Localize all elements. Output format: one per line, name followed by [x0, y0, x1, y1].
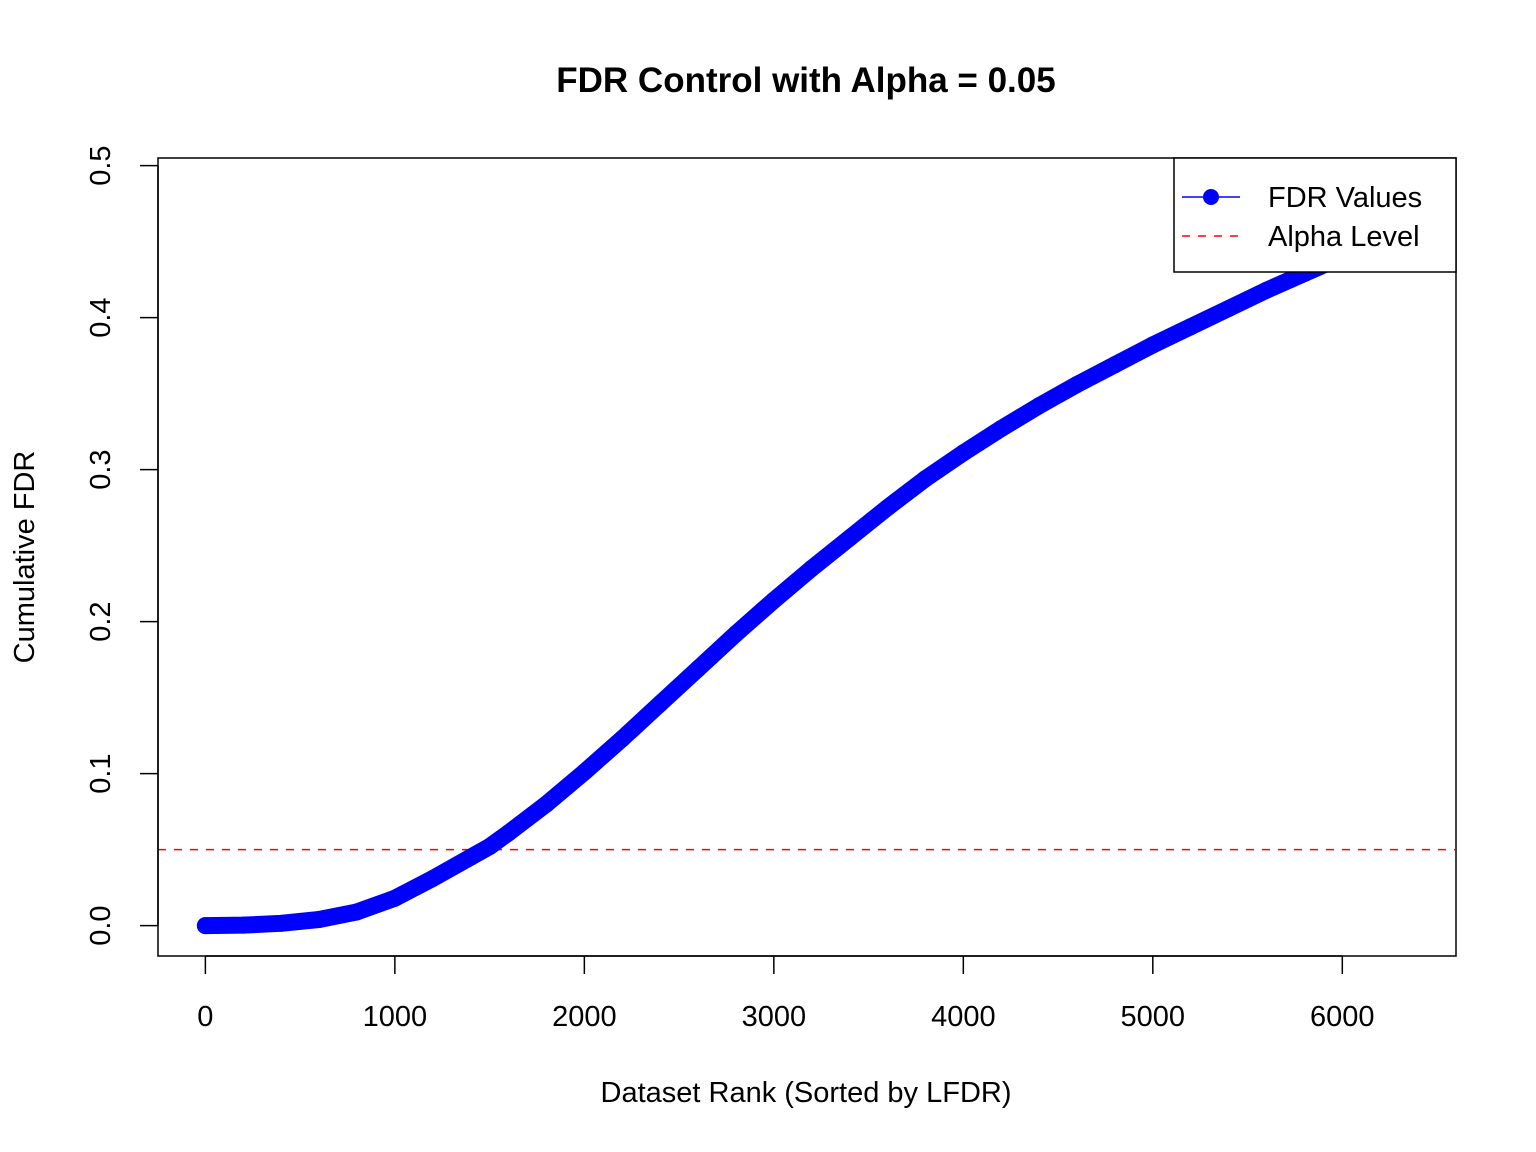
fdr-point [689, 660, 707, 678]
fdr-point [424, 869, 442, 887]
fdr-point [1068, 375, 1086, 393]
fdr-point [234, 916, 252, 934]
x-tick-label: 6000 [1310, 1001, 1375, 1033]
fdr-point [1258, 281, 1276, 299]
fdr-point [386, 889, 404, 907]
y-tick-label: 0.5 [85, 145, 117, 185]
y-tick-label: 0.1 [85, 753, 117, 793]
fdr-point [196, 917, 214, 935]
y-tick-label: 0.3 [85, 449, 117, 489]
fdr-point [1106, 356, 1124, 374]
legend: FDR Values Alpha Level [1173, 157, 1457, 273]
fdr-point [348, 903, 366, 921]
fdr-values-line [196, 231, 1389, 935]
fdr-point [1220, 299, 1238, 317]
x-tick-label: 0 [197, 1001, 213, 1033]
fdr-point [916, 470, 934, 488]
fdr-point [537, 795, 555, 813]
x-axis: 0 1000 2000 3000 4000 5000 6000 [197, 955, 1375, 1033]
plot-frame [157, 157, 1457, 957]
y-axis-label: Cumulative FDR [9, 451, 41, 664]
fdr-point [879, 499, 897, 517]
y-axis: 0.0 0.1 0.2 0.3 0.4 0.5 [85, 145, 159, 946]
y-tick-label: 0.4 [85, 297, 117, 337]
x-tick-label: 2000 [552, 1001, 617, 1033]
x-axis-label: Dataset Rank (Sorted by LFDR) [601, 1077, 1012, 1109]
x-tick-label: 1000 [363, 1001, 428, 1033]
legend-fdr-label: FDR Values [1268, 182, 1422, 214]
fdr-point [651, 695, 669, 713]
y-tick-label: 0.2 [85, 601, 117, 641]
fdr-point [462, 848, 480, 866]
chart-title: FDR Control with Alpha = 0.05 [556, 61, 1055, 100]
fdr-point [1030, 397, 1048, 415]
fdr-point [803, 559, 821, 577]
fdr-point [841, 529, 859, 547]
x-tick-label: 3000 [742, 1001, 807, 1033]
legend-fdr-marker [1203, 189, 1219, 205]
series-layer [158, 231, 1456, 935]
fdr-point [613, 730, 631, 748]
fdr-point [272, 914, 290, 932]
fdr-point [1182, 318, 1200, 336]
fdr-point [575, 763, 593, 781]
legend-alpha-label: Alpha Level [1268, 221, 1420, 253]
fdr-point [500, 824, 518, 842]
x-tick-label: 5000 [1121, 1001, 1186, 1033]
fdr-point [954, 444, 972, 462]
legend-box [1173, 157, 1457, 273]
fdr-point [310, 911, 328, 929]
x-tick-label: 4000 [931, 1001, 996, 1033]
fdr-point [727, 625, 745, 643]
fdr-point [765, 591, 783, 609]
y-tick-label: 0.0 [85, 905, 117, 945]
fdr-point [1144, 336, 1162, 354]
fdr-point [992, 420, 1010, 438]
fdr-point [481, 838, 499, 856]
